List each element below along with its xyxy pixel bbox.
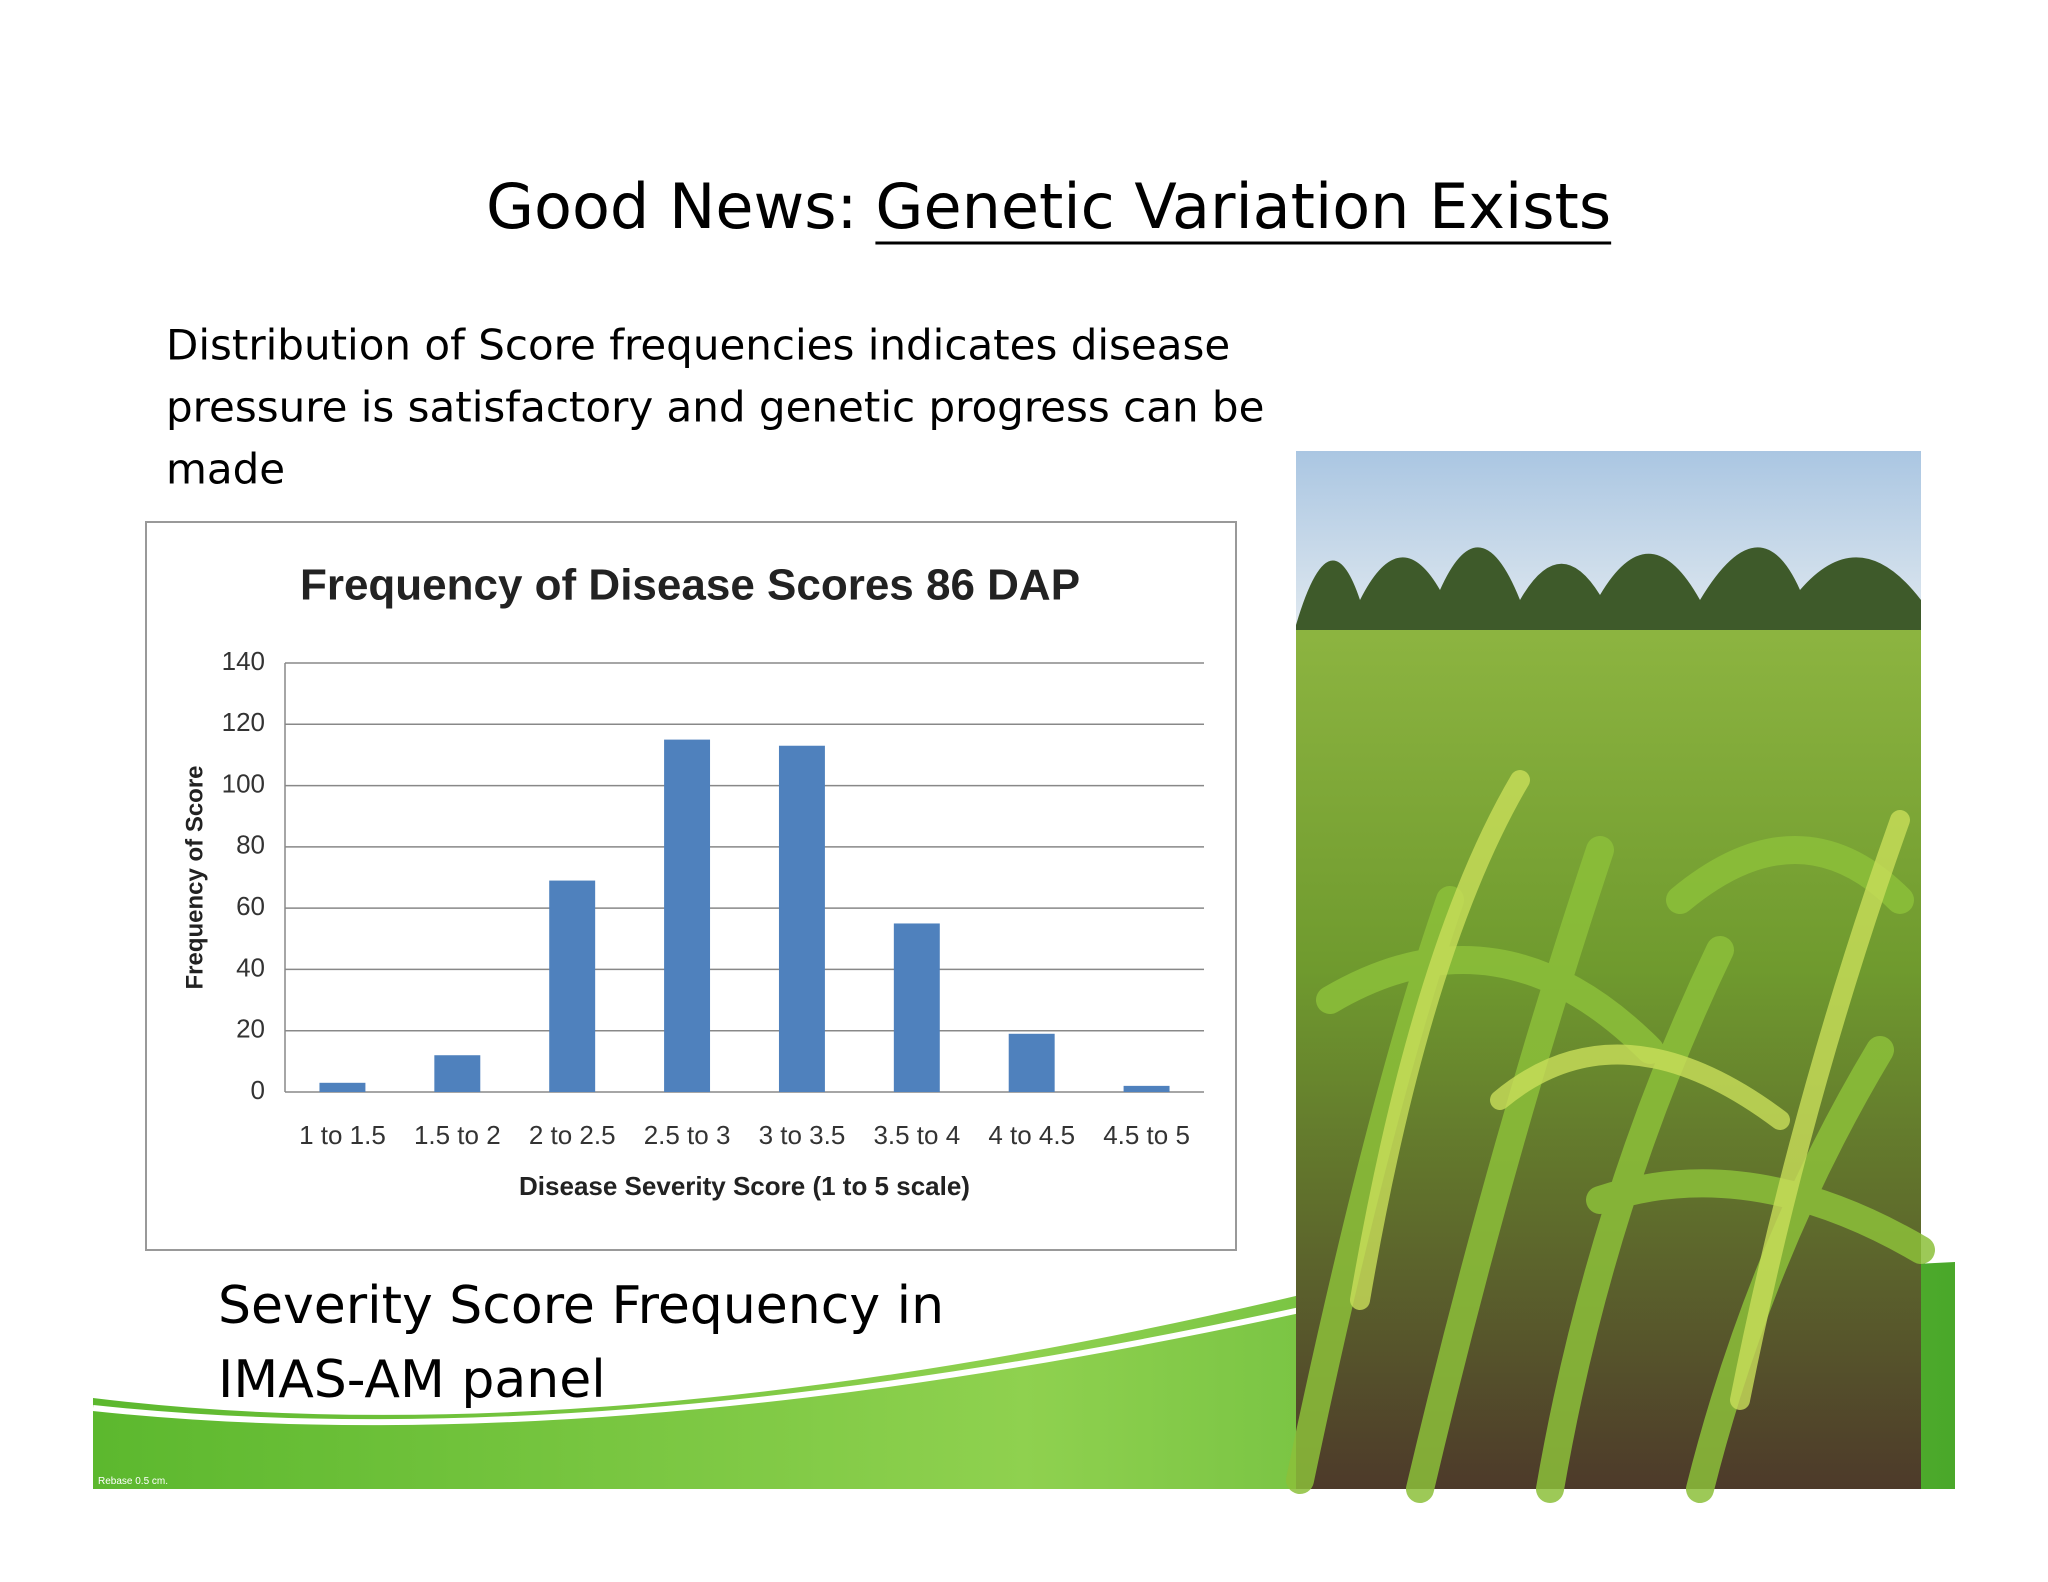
- bar: [549, 880, 596, 1092]
- x-tick-label: 2.5 to 3: [644, 1120, 731, 1150]
- x-tick-label: 1.5 to 2: [414, 1120, 501, 1150]
- field-photo: [1286, 451, 1935, 1503]
- body-text-line: made: [166, 445, 285, 494]
- y-tick-label: 20: [236, 1014, 265, 1044]
- x-tick-label: 1 to 1.5: [299, 1120, 386, 1150]
- body-text: Distribution of Score frequencies indica…: [166, 321, 1264, 494]
- bar: [778, 745, 825, 1092]
- footnote: Rebase 0.5 cm.: [98, 1476, 168, 1487]
- wave-edge: [92, 1307, 1301, 1426]
- bar: [1123, 1085, 1170, 1092]
- slide-title-link: Genetic Variation Exists: [875, 170, 1611, 243]
- x-tick-label: 4 to 4.5: [988, 1120, 1075, 1150]
- caption-line: IMAS-AM panel: [218, 1350, 606, 1410]
- bar: [1008, 1033, 1055, 1092]
- body-text-line: Distribution of Score frequencies indica…: [166, 321, 1230, 370]
- x-axis-title: Disease Severity Score (1 to 5 scale): [519, 1171, 970, 1201]
- y-tick-label: 140: [222, 646, 265, 676]
- caption-line: Severity Score Frequency in: [218, 1276, 944, 1336]
- chart: Frequency of Disease Scores 86 DAP 0 20 40 6…: [181, 561, 1204, 1201]
- chart-title: Frequency of Disease Scores 86 DAP: [300, 561, 1080, 610]
- slide-title: Good News:: [486, 170, 857, 243]
- bar: [434, 1055, 481, 1092]
- y-tick-label: 60: [236, 891, 265, 921]
- y-axis-title: Frequency of Score: [181, 765, 208, 989]
- y-tick-label: 40: [236, 952, 265, 982]
- x-tick-label: 4.5 to 5: [1103, 1120, 1190, 1150]
- body-text-line: pressure is satisfactory and genetic pro…: [166, 383, 1264, 432]
- y-tick-label: 80: [236, 830, 265, 860]
- caption: Severity Score Frequency in IMAS-AM panel: [218, 1276, 944, 1410]
- bar: [664, 739, 711, 1092]
- y-tick-label: 100: [222, 768, 265, 798]
- x-tick-label: 3 to 3.5: [759, 1120, 846, 1150]
- bar: [893, 923, 940, 1092]
- y-tick-label: 0: [251, 1075, 265, 1105]
- y-tick-label: 120: [222, 707, 265, 737]
- bar: [319, 1082, 366, 1092]
- x-tick-label: 2 to 2.5: [529, 1120, 616, 1150]
- x-tick-label: 3.5 to 4: [873, 1120, 960, 1150]
